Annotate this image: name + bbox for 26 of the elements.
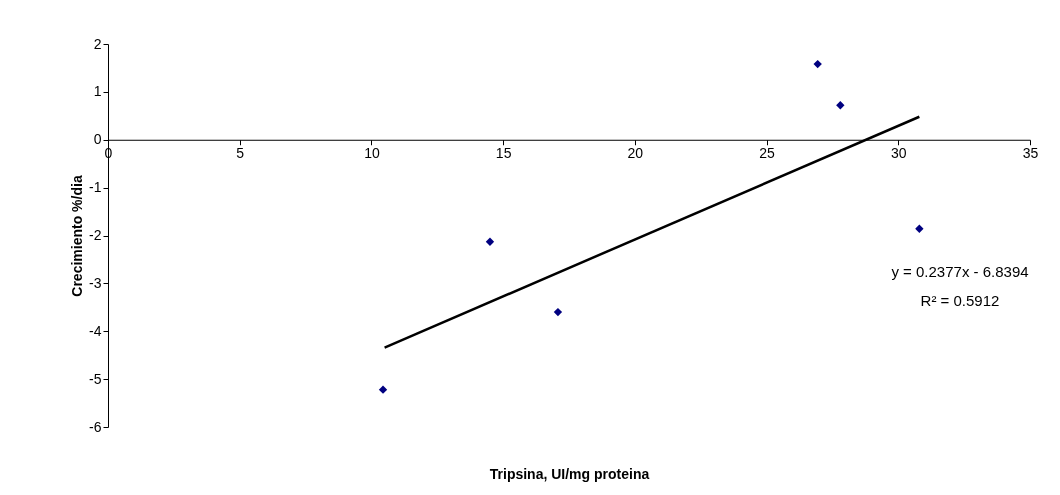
annotation: R² = 0.5912	[920, 292, 1000, 309]
y-tick-label: -1	[89, 179, 102, 196]
point	[485, 237, 495, 246]
point	[813, 59, 822, 69]
point	[836, 101, 845, 110]
y-tick-label: -5	[89, 370, 102, 387]
x-tick-label: 15	[495, 145, 512, 162]
y-tick-label: -2	[89, 227, 102, 243]
y-axis-title: Crecimiento %/dia	[69, 175, 86, 297]
y-tick-label: 0	[93, 131, 102, 148]
x-tick-label: 20	[627, 145, 644, 162]
point	[553, 307, 563, 317]
point	[915, 224, 924, 233]
x-tick-label: 25	[759, 145, 776, 162]
y-tick-label: -3	[89, 274, 102, 291]
x-axis-title: Tripsina, UI/mg proteina	[489, 465, 650, 482]
point	[378, 385, 388, 394]
x-tick-label: 30	[891, 145, 907, 162]
y-tick-label: 2	[93, 35, 102, 52]
x-tick-label: 35	[1022, 145, 1039, 162]
x-tick-label: 5	[236, 145, 245, 162]
annotation: y = 0.2377x - 6.8394	[891, 263, 1029, 280]
y-tick-label: -6	[89, 418, 102, 435]
y-tick-label: 1	[93, 83, 102, 100]
x-tick-label: 10	[364, 145, 380, 162]
y-tick-label: -4	[89, 322, 102, 339]
